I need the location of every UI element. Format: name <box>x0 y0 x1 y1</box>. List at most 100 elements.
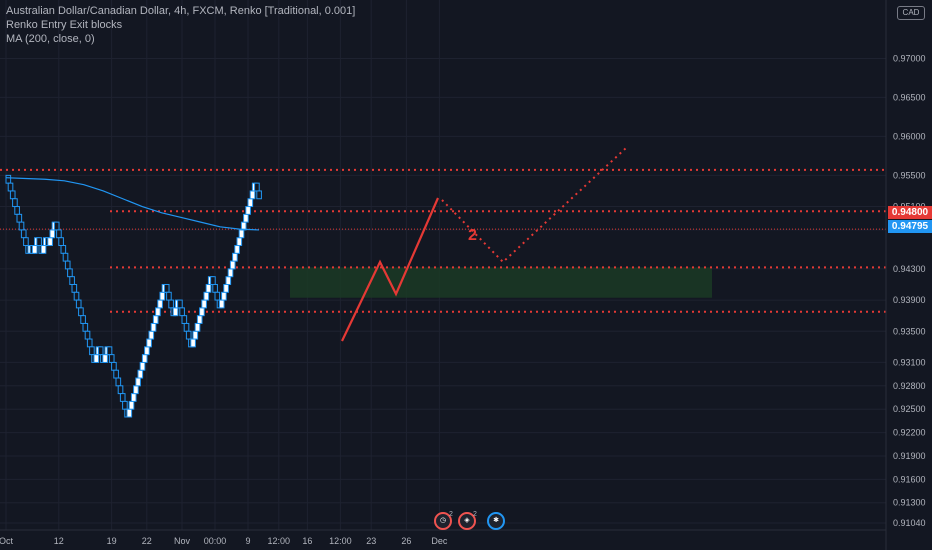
renko-brick <box>49 229 56 239</box>
renko-brick <box>86 338 93 348</box>
renko-brick <box>256 190 262 200</box>
renko-brick <box>80 315 86 324</box>
grid-layer <box>0 0 886 530</box>
price-tick-label: 0.94300 <box>893 264 926 274</box>
renko-brick <box>7 182 14 192</box>
renko-brick <box>225 276 232 285</box>
renko-brick <box>144 346 150 356</box>
renko-brick <box>5 174 12 184</box>
renko-brick <box>155 307 161 317</box>
renko-brick <box>62 252 69 262</box>
renko-brick <box>194 322 201 332</box>
chart-legend: Australian Dollar/Canadian Dollar, 4h, F… <box>6 4 355 46</box>
renko-brick <box>234 245 240 254</box>
renko-brick <box>84 330 91 340</box>
renko-brick <box>146 338 152 348</box>
renko-brick <box>31 245 38 254</box>
renko-brick <box>141 354 148 363</box>
renko-bricks <box>5 174 262 418</box>
renko-brick <box>73 291 80 301</box>
time-tick-label: 26 <box>401 536 411 546</box>
renko-brick <box>243 213 249 223</box>
impulse-pattern-line <box>341 197 440 342</box>
renko-brick <box>139 361 146 371</box>
time-tick-label: 9 <box>245 536 250 546</box>
renko-brick <box>115 377 122 387</box>
renko-brick <box>238 229 245 239</box>
time-tick-label: 00:00 <box>204 536 227 546</box>
last-price-tag: 0.94800 <box>888 206 932 219</box>
renko-brick <box>64 260 71 270</box>
renko-brick <box>113 369 119 379</box>
renko-brick <box>249 190 256 200</box>
renko-brick <box>122 400 128 410</box>
moving-average <box>5 177 260 231</box>
renko-brick <box>97 346 104 356</box>
renko-brick <box>130 393 137 402</box>
renko-brick <box>221 291 227 301</box>
renko-brick <box>69 276 75 285</box>
price-tick-label: 0.91040 <box>893 518 926 528</box>
renko-brick <box>179 307 185 317</box>
renko-brick <box>232 252 238 262</box>
renko-brick <box>210 276 216 285</box>
renko-brick <box>102 354 108 363</box>
price-tick-label: 0.93900 <box>893 295 926 305</box>
indicator-renko-blocks[interactable]: Renko Entry Exit blocks <box>6 19 123 31</box>
renko-brick <box>89 346 95 356</box>
price-tick-label: 0.96000 <box>893 131 926 141</box>
renko-brick <box>12 198 18 208</box>
projection-path <box>441 147 627 264</box>
renko-brick <box>75 299 82 309</box>
renko-brick <box>119 393 126 402</box>
news-event-icon[interactable]: ◈ <box>458 512 476 530</box>
calendar-event-icon[interactable]: ◷ <box>434 512 452 530</box>
renko-brick <box>16 213 23 223</box>
renko-brick <box>82 322 89 332</box>
time-tick-label: 23 <box>366 536 376 546</box>
currency-badge[interactable]: CAD <box>897 6 925 20</box>
time-tick-label: Nov <box>174 536 191 546</box>
flag-event-icon[interactable]: ✱ <box>487 512 505 530</box>
price-tick-label: 0.91600 <box>893 474 926 484</box>
renko-brick <box>23 237 29 247</box>
renko-brick <box>56 229 62 239</box>
symbol-title[interactable]: Australian Dollar/Canadian Dollar, 4h, F… <box>6 5 356 17</box>
renko-brick <box>157 299 163 309</box>
price-tick-label: 0.96500 <box>893 92 926 102</box>
renko-brick <box>133 385 139 395</box>
zone-layer <box>290 267 712 298</box>
renko-brick <box>14 206 20 215</box>
renko-brick <box>201 299 207 309</box>
renko-brick <box>168 299 174 309</box>
renko-brick <box>108 354 115 363</box>
renko-brick <box>214 291 221 301</box>
support-zone <box>290 267 712 298</box>
renko-brick <box>245 206 251 215</box>
renko-brick <box>212 283 218 293</box>
time-tick-label: 22 <box>142 536 152 546</box>
renko-brick <box>150 322 157 332</box>
renko-brick <box>53 221 60 231</box>
price-tick-label: 0.95500 <box>893 170 926 180</box>
renko-brick <box>18 221 25 231</box>
time-tick-label: 16 <box>302 536 312 546</box>
renko-brick <box>67 268 73 278</box>
renko-brick <box>185 330 192 340</box>
renko-brick <box>20 229 27 239</box>
renko-brick <box>205 283 212 293</box>
renko-brick <box>229 260 236 270</box>
time-tick-label: 12:00 <box>329 536 352 546</box>
ma-price-tag: 0.94795 <box>888 220 932 233</box>
renko-brick <box>93 354 100 363</box>
renko-brick <box>166 291 172 301</box>
indicator-ma[interactable]: MA (200, close, 0) <box>6 33 95 45</box>
renko-brick <box>159 291 166 301</box>
renko-brick <box>223 283 229 293</box>
price-tick-label: 0.93500 <box>893 326 926 336</box>
time-tick-label: 19 <box>107 536 117 546</box>
renko-brick <box>111 361 117 371</box>
price-tick-label: 0.92200 <box>893 428 926 438</box>
price-tick-label: 0.92500 <box>893 404 926 414</box>
